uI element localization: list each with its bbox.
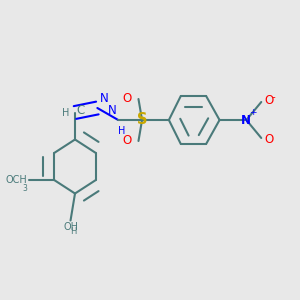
Text: S: S — [137, 112, 147, 128]
Text: 3: 3 — [22, 184, 27, 193]
Text: H: H — [70, 227, 77, 236]
Text: +: + — [249, 108, 257, 117]
Text: O: O — [264, 94, 274, 107]
Text: O: O — [264, 133, 274, 146]
Text: H: H — [118, 126, 125, 136]
Text: H: H — [62, 107, 70, 118]
Text: N: N — [108, 104, 117, 117]
Text: OH: OH — [63, 222, 78, 232]
Text: O: O — [122, 134, 132, 148]
Text: -: - — [271, 92, 275, 103]
Text: N: N — [242, 113, 251, 127]
Text: O: O — [122, 92, 132, 106]
Text: C: C — [76, 104, 85, 118]
Text: N: N — [100, 92, 109, 105]
Text: OCH: OCH — [6, 175, 27, 185]
